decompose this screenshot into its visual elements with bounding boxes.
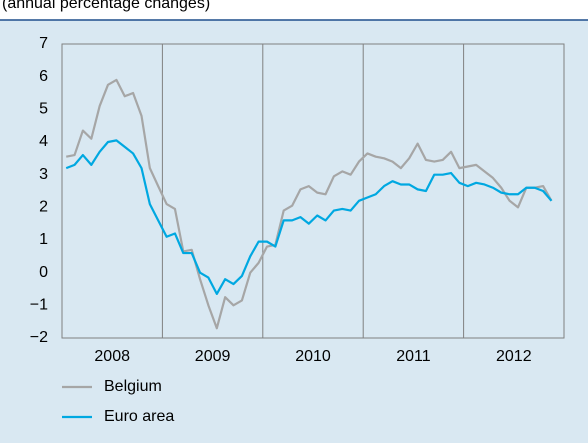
x-tick-label: 2012 (496, 348, 532, 365)
line-series (65, 139, 553, 295)
plot-frame (61, 43, 565, 339)
y-tick-label: 0 (39, 264, 48, 281)
y-tick-label: 1 (39, 231, 48, 248)
x-tick-label: 2011 (396, 348, 431, 365)
y-tick-label: 2 (39, 199, 48, 216)
y-tick-label: −1 (30, 297, 48, 314)
y-tick-label: 5 (39, 101, 48, 118)
y-tick-label: 6 (39, 68, 48, 85)
y-tick-label: 3 (39, 166, 48, 183)
legend-label: Euro area (104, 408, 174, 425)
legend-label: Belgium (104, 378, 162, 395)
y-tick-label: 7 (39, 35, 48, 52)
x-tick-label: 2010 (295, 348, 331, 365)
chart-subtitle: (annual percentage changes) (2, 0, 210, 12)
line-series (66, 78, 553, 330)
y-tick-label: −2 (30, 329, 48, 346)
x-tick-label: 2009 (195, 348, 231, 365)
y-tick-label: 4 (39, 133, 48, 150)
x-tick-label: 2008 (94, 348, 130, 365)
